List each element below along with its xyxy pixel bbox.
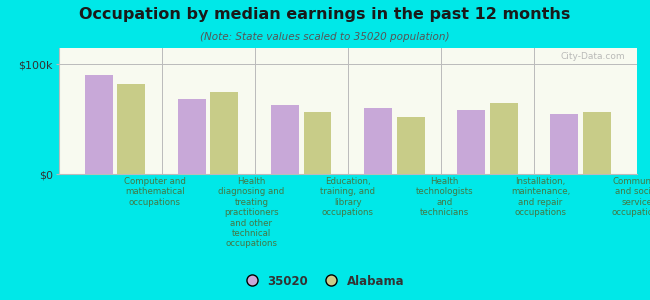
- Text: City-Data.com: City-Data.com: [561, 52, 625, 61]
- Bar: [118, 84, 146, 174]
- Bar: [364, 108, 392, 174]
- Bar: [583, 112, 611, 174]
- Text: Education,
training, and
library
occupations: Education, training, and library occupat…: [320, 177, 375, 217]
- Text: Computer and
mathematical
occupations: Computer and mathematical occupations: [124, 177, 186, 207]
- Legend: 35020, Alabama: 35020, Alabama: [241, 270, 409, 292]
- Bar: [304, 112, 332, 174]
- Bar: [271, 105, 299, 174]
- Bar: [178, 100, 206, 174]
- Text: Installation,
maintenance,
and repair
occupations: Installation, maintenance, and repair oc…: [511, 177, 570, 217]
- Bar: [211, 92, 239, 174]
- Text: Health
technologists
and
technicians: Health technologists and technicians: [415, 177, 473, 217]
- Text: Occupation by median earnings in the past 12 months: Occupation by median earnings in the pas…: [79, 8, 571, 22]
- Bar: [550, 114, 578, 174]
- Text: (Note: State values scaled to 35020 population): (Note: State values scaled to 35020 popu…: [200, 32, 450, 41]
- Bar: [396, 117, 424, 174]
- Text: Health
diagnosing and
treating
practitioners
and other
technical
occupations: Health diagnosing and treating practitio…: [218, 177, 285, 248]
- Text: Community
and social
service
occupations: Community and social service occupations: [611, 177, 650, 217]
- Bar: [489, 103, 517, 174]
- Bar: [84, 75, 112, 174]
- Bar: [457, 110, 485, 174]
